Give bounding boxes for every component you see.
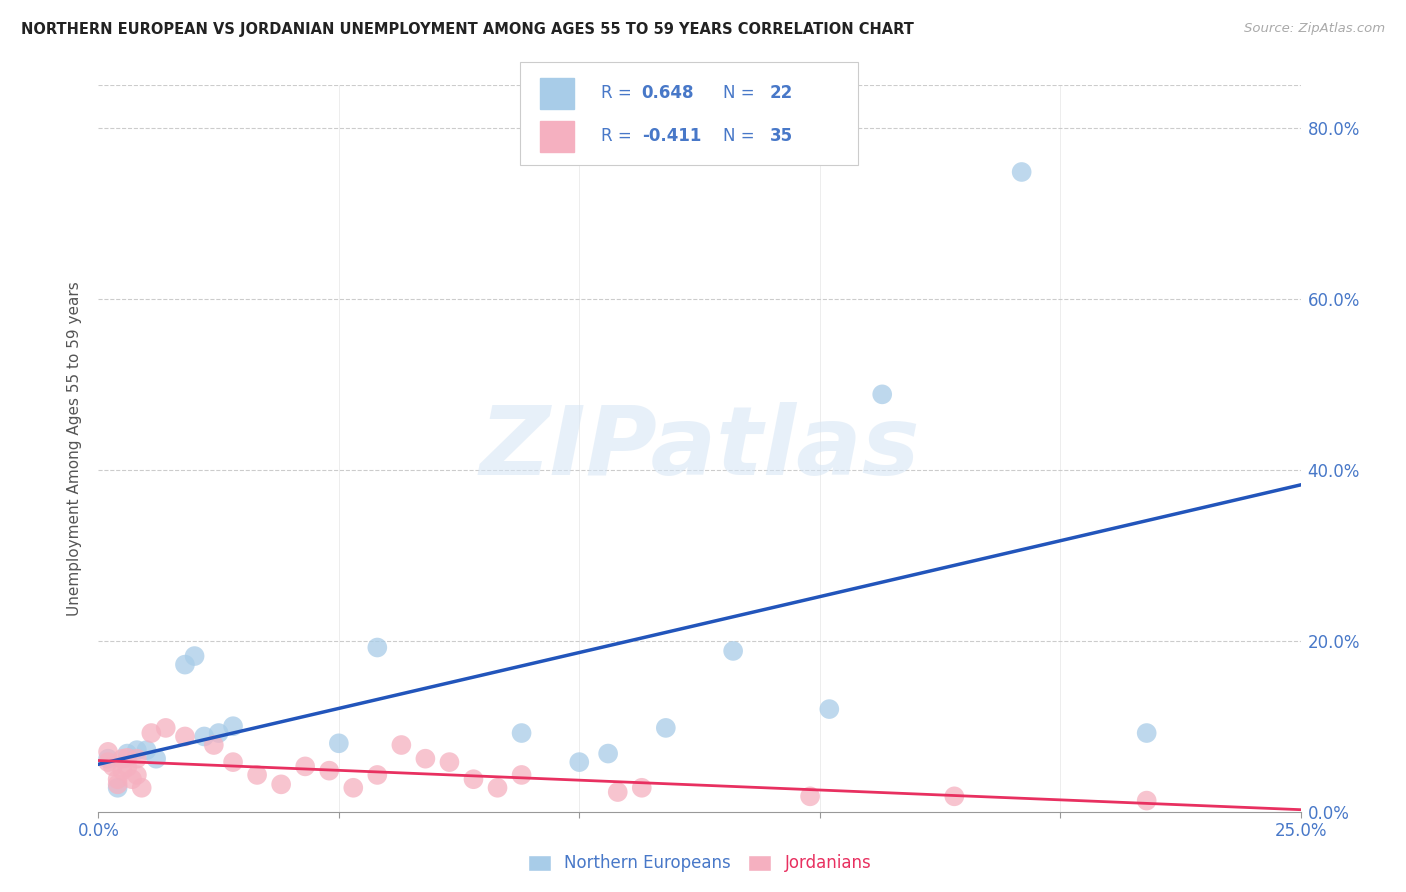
Point [415,752,437,766]
Point [145,752,167,766]
Point [568,755,591,769]
Point [318,764,340,778]
Point [721,644,744,658]
Point [366,640,388,655]
Point [598,747,620,761]
Text: ZIPatlas: ZIPatlas [479,401,920,495]
Text: N =: N = [723,84,759,103]
Point [943,789,966,804]
Point [630,780,652,795]
Point [510,726,533,740]
Text: 22: 22 [770,84,793,103]
Point [486,780,509,795]
Point [131,780,153,795]
Text: R =: R = [602,128,637,145]
Point [818,702,841,716]
Point [107,780,129,795]
Point [101,759,124,773]
Point [125,752,148,766]
Point [342,780,364,795]
Point [97,752,120,766]
Point [328,736,350,750]
Point [111,752,134,766]
Point [121,772,143,787]
Point [1011,165,1033,179]
Point [366,768,388,782]
Point [270,777,292,791]
Point [141,726,163,740]
Point [222,755,245,769]
Point [799,789,821,804]
Point [174,657,197,672]
Point [135,743,157,757]
Point [510,768,533,782]
Point [107,777,129,791]
Point [117,747,139,761]
Point [111,764,134,778]
Legend: Northern Europeans, Jordanians: Northern Europeans, Jordanians [527,855,872,872]
Point [655,721,678,735]
Point [202,738,225,752]
Point [389,738,412,752]
Point [117,760,139,774]
Point [439,755,461,769]
Y-axis label: Unemployment Among Ages 55 to 59 years: Unemployment Among Ages 55 to 59 years [67,281,83,615]
Bar [540,78,574,109]
Point [294,759,316,773]
Text: 0.648: 0.648 [641,84,695,103]
Text: 35: 35 [770,128,793,145]
Point [107,772,129,787]
Text: Source: ZipAtlas.com: Source: ZipAtlas.com [1244,22,1385,36]
Point [463,772,485,787]
Point [125,743,148,757]
Point [222,719,245,733]
Point [606,785,628,799]
Text: NORTHERN EUROPEAN VS JORDANIAN UNEMPLOYMENT AMONG AGES 55 TO 59 YEARS CORRELATIO: NORTHERN EUROPEAN VS JORDANIAN UNEMPLOYM… [21,22,914,37]
Point [174,730,197,744]
Point [155,721,177,735]
Text: N =: N = [723,128,759,145]
FancyBboxPatch shape [520,62,858,165]
Bar [540,121,574,152]
Text: -0.411: -0.411 [641,128,702,145]
Point [870,387,893,401]
Point [183,648,205,663]
Text: R =: R = [602,84,637,103]
Point [1136,794,1159,808]
Point [208,726,231,740]
Point [1136,726,1159,740]
Point [97,745,120,759]
Point [97,755,120,769]
Point [125,768,148,782]
Point [246,768,269,782]
Point [193,730,215,744]
Point [117,751,139,765]
